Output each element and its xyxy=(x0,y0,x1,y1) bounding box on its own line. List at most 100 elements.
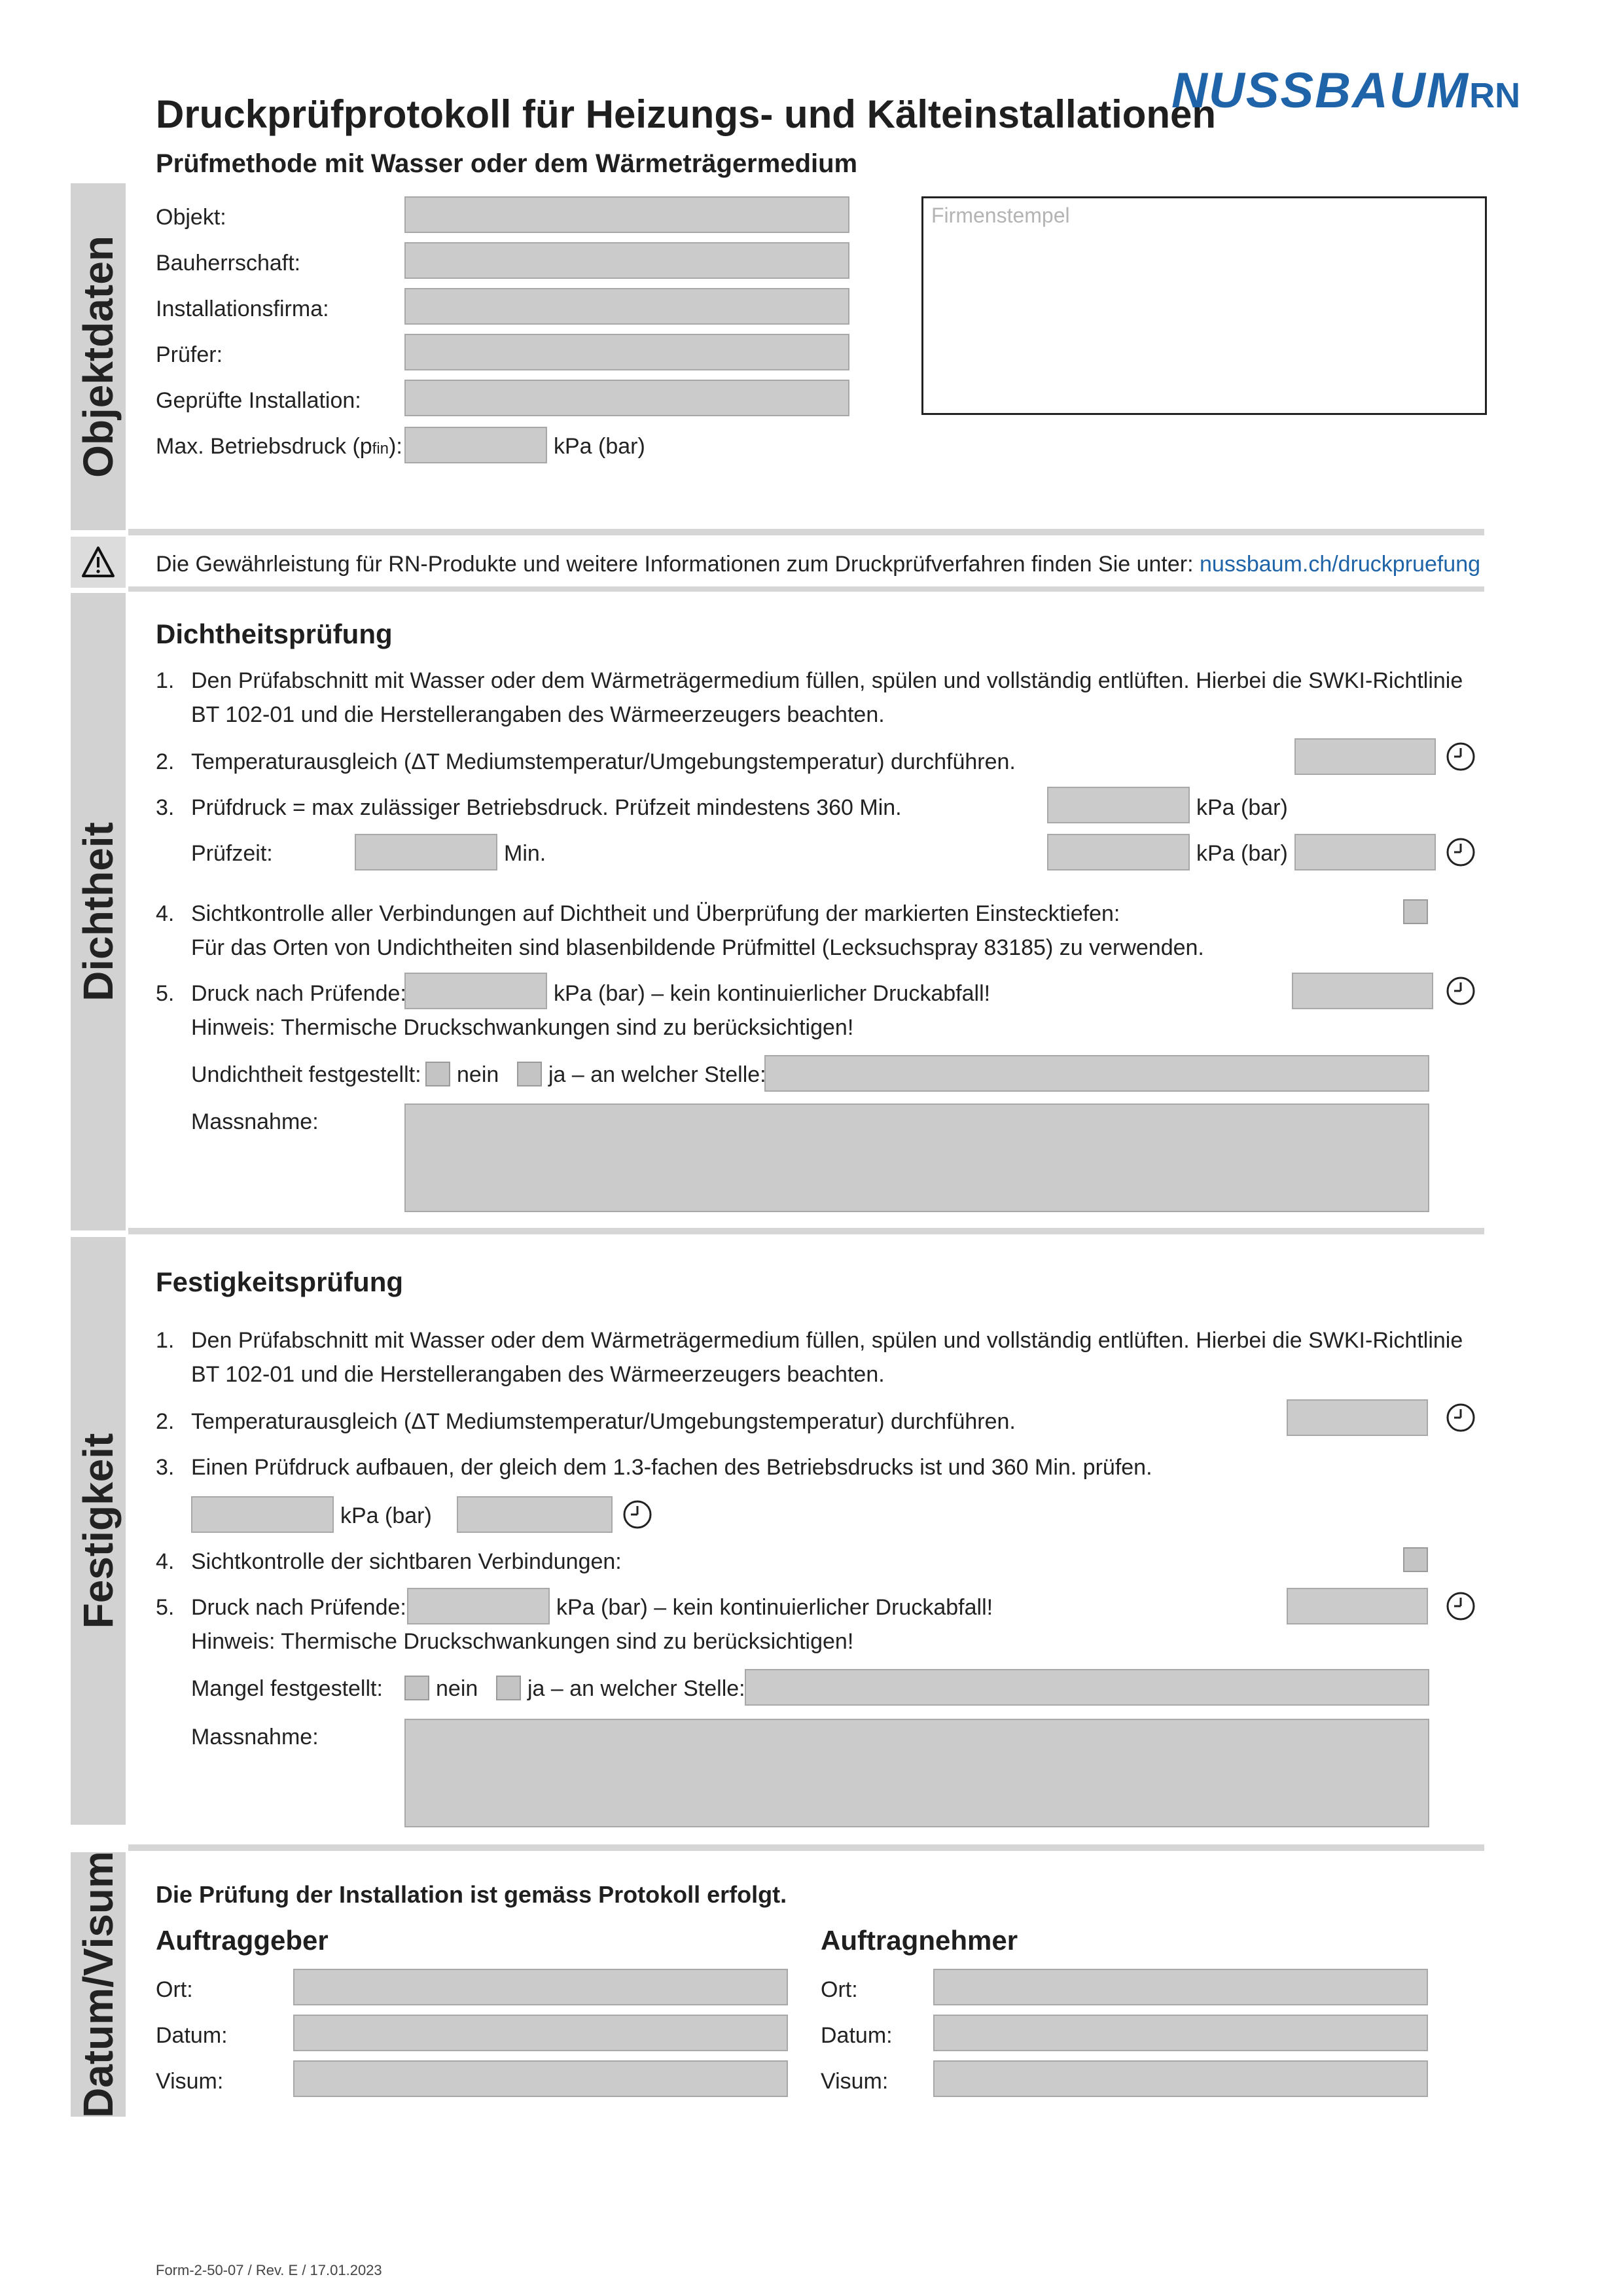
festigkeit-step-5-text: kPa (bar) – kein kontinuierlicher Drucka… xyxy=(556,1595,993,1620)
page-subtitle: Prüfmethode mit Wasser oder dem Wärmeträ… xyxy=(156,149,858,178)
festigkeit-step-2-number: 2. xyxy=(156,1409,175,1434)
dichtheit-step-4-line2: Für das Orten von Undichtheiten sind bla… xyxy=(191,935,1204,960)
form-id: Form-2-50-07 / Rev. E / 17.01.2023 xyxy=(156,2262,382,2278)
mangel-ja-checkbox[interactable] xyxy=(496,1676,521,1700)
section-band-festigkeit: Festigkeit xyxy=(71,1237,126,1825)
installationsfirma-field[interactable] xyxy=(404,288,849,325)
undichtheit-ja-checkbox[interactable] xyxy=(517,1062,542,1086)
festigkeit-step-1-line1: Den Prüfabschnitt mit Wasser oder dem Wä… xyxy=(191,1328,1463,1353)
signoff-statement: Die Prüfung der Installation ist gemäss … xyxy=(156,1881,787,1908)
festigkeit-sichtkontrolle-checkbox[interactable] xyxy=(1403,1547,1428,1572)
gepruefte-installation-field[interactable] xyxy=(404,380,849,416)
section-band-notice xyxy=(71,537,126,588)
brand-logo: NUSSBAUMRN xyxy=(1171,62,1520,125)
section-label-datum-visum: Datum/Visum xyxy=(75,1851,122,2118)
festigkeit-step-5-label: Druck nach Prüfende: xyxy=(191,1595,406,1620)
dichtheit-pressure-2-field[interactable] xyxy=(1047,834,1190,870)
section-label-objektdaten: Objektdaten xyxy=(75,236,122,478)
dichtheit-step-3-number: 3. xyxy=(156,795,175,820)
clock-icon xyxy=(1446,977,1475,1005)
festigkeit-step-3-time-field[interactable] xyxy=(457,1496,613,1533)
brand-logo-main: NUSSBAUM xyxy=(1171,63,1470,118)
dichtheit-step-4-number: 4. xyxy=(156,901,175,926)
festigkeit-druck-nach-pruefende-field[interactable] xyxy=(407,1588,550,1624)
dichtheit-heading: Dichtheitsprüfung xyxy=(156,619,393,649)
festigkeit-step-3-text: Einen Prüfdruck aufbauen, der gleich dem… xyxy=(191,1455,1152,1480)
undichtheit-stelle-field[interactable] xyxy=(764,1055,1429,1092)
label-objekt: Objekt: xyxy=(156,205,226,230)
mangel-ja-label: ja – an welcher Stelle: xyxy=(527,1676,745,1701)
auftragnehmer-ort-field[interactable] xyxy=(933,1969,1428,2005)
label-max-betriebsdruck: Max. Betriebsdruck (pfin): xyxy=(156,433,402,462)
festigkeit-step-1-number: 1. xyxy=(156,1328,175,1353)
festigkeit-step-5-hint: Hinweis: Thermische Druckschwankungen si… xyxy=(191,1629,854,1654)
mangel-nein-checkbox[interactable] xyxy=(404,1676,429,1700)
festigkeit-step-2-time-field[interactable] xyxy=(1287,1399,1428,1436)
undichtheit-nein-checkbox[interactable] xyxy=(425,1062,450,1086)
pruefzeit-unit: Min. xyxy=(504,841,546,866)
clock-icon xyxy=(623,1500,652,1529)
bauherrschaft-field[interactable] xyxy=(404,242,849,279)
festigkeit-step-5-number: 5. xyxy=(156,1595,175,1620)
max-betriebsdruck-close: ): xyxy=(389,434,402,459)
festigkeit-pruefdruck-field[interactable] xyxy=(191,1496,334,1533)
dichtheit-massnahme-label: Massnahme: xyxy=(191,1109,319,1134)
auftragnehmer-heading: Auftragnehmer xyxy=(821,1925,1018,1956)
dichtheit-druck-nach-pruefende-field[interactable] xyxy=(404,973,547,1009)
notice-link[interactable]: nussbaum.ch/druckpruefung xyxy=(1200,552,1481,577)
auftraggeber-ort-field[interactable] xyxy=(293,1969,788,2005)
auftraggeber-heading: Auftraggeber xyxy=(156,1925,329,1956)
dichtheit-pressure-2-unit: kPa (bar) xyxy=(1196,841,1288,866)
dichtheit-step-2-text: Temperaturausgleich (ΔT Mediumstemperatu… xyxy=(191,749,1016,774)
undichtheit-label: Undichtheit festgestellt: xyxy=(191,1062,421,1087)
notice-text: Die Gewährleistung für RN-Produkte und w… xyxy=(156,551,1480,577)
auftraggeber-visum-label: Visum: xyxy=(156,2069,224,2094)
auftragnehmer-datum-label: Datum: xyxy=(821,2023,893,2048)
festigkeit-massnahme-field[interactable] xyxy=(404,1719,1429,1827)
dichtheit-massnahme-field[interactable] xyxy=(404,1103,1429,1212)
label-installationsfirma: Installationsfirma: xyxy=(156,296,329,321)
brand-logo-suffix: RN xyxy=(1469,76,1521,115)
dichtheit-step-5-hint: Hinweis: Thermische Druckschwankungen si… xyxy=(191,1015,854,1040)
clock-icon xyxy=(1446,1592,1475,1621)
dichtheit-sichtkontrolle-checkbox[interactable] xyxy=(1403,899,1428,924)
pruefer-field[interactable] xyxy=(404,334,849,370)
objekt-field[interactable] xyxy=(404,196,849,233)
company-stamp-label: Firmenstempel xyxy=(931,204,1070,227)
section-label-festigkeit: Festigkeit xyxy=(75,1433,122,1629)
mangel-nein-label: nein xyxy=(436,1676,478,1701)
company-stamp-box[interactable]: Firmenstempel xyxy=(921,196,1487,415)
dichtheit-step-3-text: Prüfdruck = max zulässiger Betriebsdruck… xyxy=(191,795,902,820)
clock-icon xyxy=(1446,742,1475,771)
dichtheit-step-5-number: 5. xyxy=(156,981,175,1006)
auftraggeber-datum-field[interactable] xyxy=(293,2015,788,2051)
max-betriebsdruck-subscript: fin xyxy=(372,440,389,457)
festigkeit-step-5-time-field[interactable] xyxy=(1287,1588,1428,1624)
section-band-dichtheit: Dichtheit xyxy=(71,593,126,1230)
auftraggeber-datum-label: Datum: xyxy=(156,2023,228,2048)
dichtheit-step-5-time-field[interactable] xyxy=(1292,973,1433,1009)
divider xyxy=(128,1844,1484,1851)
max-betriebsdruck-unit: kPa (bar) xyxy=(554,434,645,459)
dichtheit-pruefdruck-field[interactable] xyxy=(1047,787,1190,823)
section-label-dichtheit: Dichtheit xyxy=(75,822,122,1001)
auftragnehmer-datum-field[interactable] xyxy=(933,2015,1428,2051)
dichtheit-step-2-time-field[interactable] xyxy=(1294,738,1436,775)
dichtheit-step-1-number: 1. xyxy=(156,668,175,693)
mangel-stelle-field[interactable] xyxy=(745,1669,1429,1706)
label-pruefer: Prüfer: xyxy=(156,342,223,367)
auftragnehmer-visum-field[interactable] xyxy=(933,2060,1428,2097)
max-betriebsdruck-text: Max. Betriebsdruck (p xyxy=(156,434,372,459)
pruefzeit-field[interactable] xyxy=(355,834,497,870)
notice-body: Die Gewährleistung für RN-Produkte und w… xyxy=(156,552,1200,577)
festigkeit-step-3-number: 3. xyxy=(156,1455,175,1480)
clock-icon xyxy=(1446,838,1475,867)
divider xyxy=(128,529,1484,535)
pruefzeit-label: Prüfzeit: xyxy=(191,841,273,866)
clock-icon xyxy=(1446,1403,1475,1432)
section-band-objektdaten: Objektdaten xyxy=(71,183,126,530)
dichtheit-step-3-time-field[interactable] xyxy=(1294,834,1436,870)
max-betriebsdruck-field[interactable] xyxy=(404,427,547,463)
auftraggeber-visum-field[interactable] xyxy=(293,2060,788,2097)
festigkeit-heading: Festigkeitsprüfung xyxy=(156,1266,404,1297)
